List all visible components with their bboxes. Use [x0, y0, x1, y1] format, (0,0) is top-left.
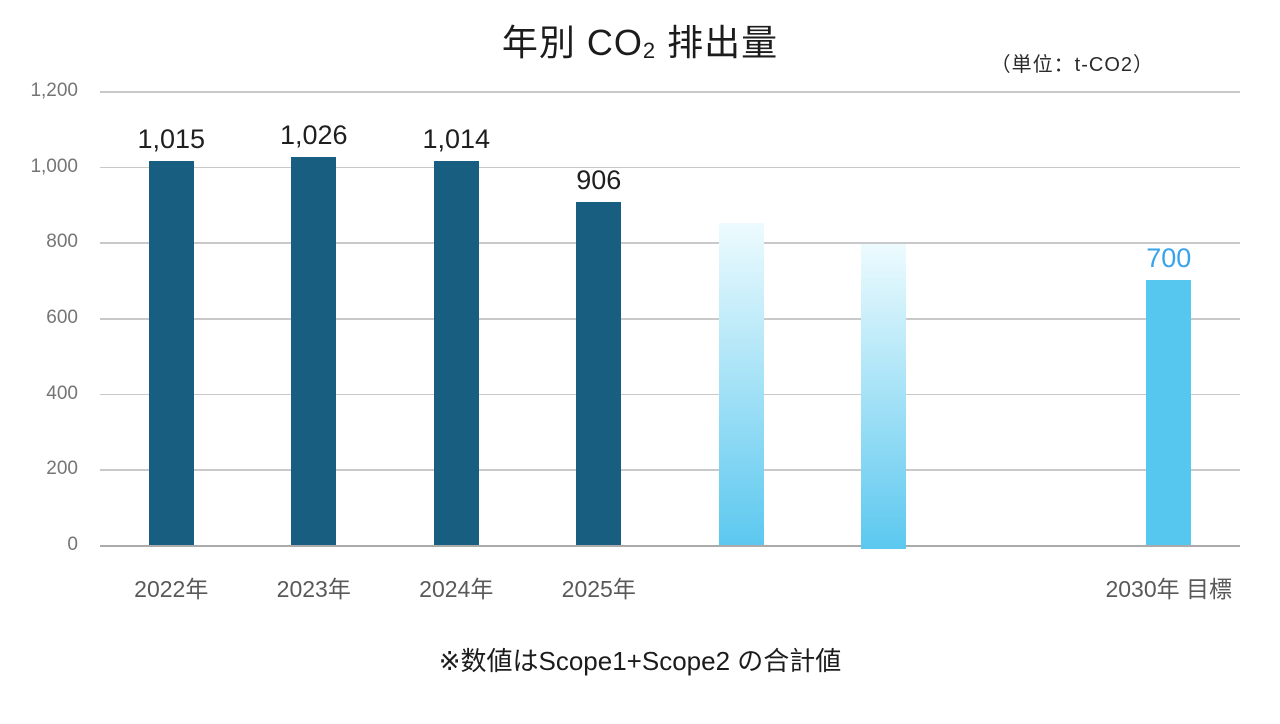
x-axis-category-label: 2030年 目標 [1105, 576, 1233, 602]
bar-2025年 [576, 202, 622, 545]
y-axis-tick-label: 400 [46, 382, 78, 404]
chart-title-subscript: 2 [642, 38, 656, 63]
y-axis-tick-label: 1,200 [30, 80, 78, 101]
y-axis-tick-label: 1,000 [30, 155, 78, 177]
bar-projected [861, 244, 907, 549]
bar-2024年 [433, 161, 479, 545]
bar-2030年 目標 [1146, 280, 1192, 545]
bar-2023年 [291, 156, 337, 545]
y-axis-tick-label: 200 [46, 458, 78, 480]
chart-title-suffix: 排出量 [667, 22, 779, 63]
y-axis-tick-label: 0 [67, 534, 78, 555]
y-axis-tick-label: 600 [46, 307, 78, 328]
gridline [100, 166, 1240, 169]
gridline [100, 393, 1240, 396]
y-axis-tick-label: 800 [46, 231, 78, 253]
bar-value-label: 1,015 [137, 123, 206, 154]
bar-value-label: 1,014 [422, 124, 491, 155]
chart-title: 年別 CO2 排出量 [0, 14, 1280, 66]
bar-value-label: 700 [1146, 243, 1192, 274]
bar-value-label: 1,026 [279, 119, 348, 150]
bar-2022年 [148, 160, 194, 545]
gridline [100, 242, 1240, 244]
x-axis-line [100, 545, 1240, 547]
gridline [100, 318, 1240, 320]
footnote: ※数値はScope1+Scope2 の合計値 [438, 646, 842, 676]
x-axis-category-label: 2024年 [419, 576, 494, 602]
chart-title-prefix: 年別 CO [501, 22, 643, 63]
bar-value-label: 906 [576, 165, 622, 196]
gridline [100, 469, 1240, 471]
x-axis-category-label: 2025年 [561, 576, 636, 602]
gridline [100, 91, 1240, 93]
x-axis-category-label: 2023年 [276, 576, 351, 602]
bar-projected [718, 223, 764, 545]
unit-label: （単位：t-CO2） [990, 54, 1154, 76]
x-axis-category-label: 2022年 [134, 576, 209, 602]
